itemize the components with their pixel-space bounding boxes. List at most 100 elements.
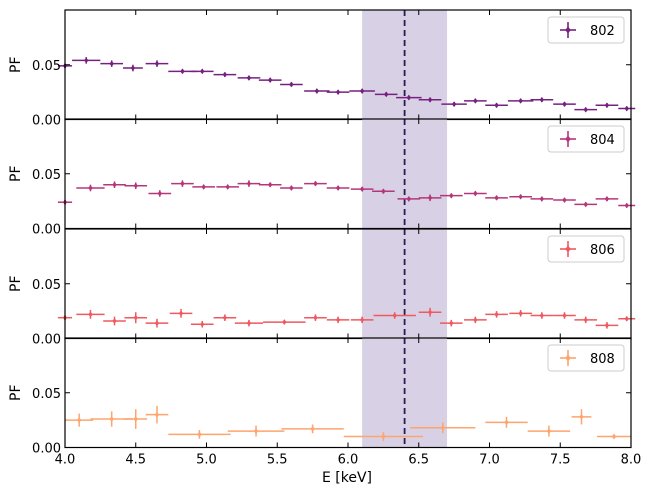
data-point: [553, 312, 576, 319]
point-marker: [583, 201, 588, 208]
point-marker: [583, 106, 588, 113]
point-marker: [518, 98, 523, 104]
data-point: [168, 429, 231, 439]
data-point: [439, 192, 463, 199]
point-marker: [518, 310, 523, 317]
legend-label: 802: [590, 24, 615, 39]
y-axis-label: PF: [8, 276, 24, 293]
point-marker: [109, 416, 114, 422]
data-point: [192, 184, 215, 190]
data-point: [397, 196, 421, 202]
point-marker: [583, 317, 588, 323]
data-point: [190, 68, 214, 75]
data-point: [124, 312, 148, 324]
legend: 808: [547, 344, 625, 372]
point-marker: [449, 192, 454, 199]
data-point: [595, 196, 619, 202]
data-point: [304, 88, 330, 94]
y-tick-label: 0.05: [32, 278, 61, 293]
data-point: [280, 81, 303, 88]
point-marker: [539, 196, 545, 202]
point-marker: [200, 321, 205, 328]
data-point: [396, 94, 422, 101]
point-marker: [427, 96, 433, 103]
data-point: [72, 57, 101, 64]
legend-box: [547, 16, 625, 44]
point-marker: [157, 190, 163, 197]
legend-label: 804: [590, 133, 615, 148]
point-marker: [267, 77, 273, 83]
data-point: [237, 180, 261, 187]
data-point: [213, 71, 237, 78]
data-point: [485, 102, 508, 109]
point-marker: [201, 184, 206, 190]
data-point: [145, 405, 169, 424]
data-point: [574, 316, 598, 324]
data-point: [169, 308, 193, 318]
point-marker: [604, 322, 610, 329]
data-point: [464, 190, 487, 197]
data-point: [530, 96, 554, 103]
y-axis-label: PF: [8, 166, 24, 183]
data-point: [326, 185, 350, 191]
point-marker: [154, 320, 160, 326]
point-marker: [383, 91, 389, 98]
point-marker: [449, 320, 454, 326]
data-point: [618, 105, 636, 112]
point-marker: [133, 314, 138, 321]
point-marker: [246, 75, 252, 81]
data-point: [263, 319, 306, 325]
x-tick-label: 6.5: [408, 453, 429, 468]
data-point: [464, 316, 487, 324]
point-marker: [494, 195, 499, 201]
point-marker: [381, 433, 386, 440]
data-point: [213, 314, 237, 321]
point-marker: [130, 65, 136, 71]
point-marker: [222, 314, 228, 321]
y-tick-label: 0.00: [32, 442, 61, 457]
point-marker: [427, 309, 433, 316]
point-marker: [133, 416, 138, 422]
data-point: [373, 312, 416, 319]
data-point: [124, 182, 148, 190]
data-point: [350, 316, 374, 324]
x-tick-label: 5.0: [196, 453, 217, 468]
point-marker: [562, 101, 567, 107]
legend-marker-point: [565, 26, 571, 34]
point-marker: [289, 81, 294, 88]
legend-marker-point: [565, 245, 571, 253]
data-point: [76, 184, 105, 192]
data-point: [124, 409, 148, 429]
legend-label: 806: [590, 243, 615, 258]
point-marker: [267, 181, 273, 188]
point-marker: [335, 89, 341, 95]
data-point: [65, 413, 94, 427]
data-point: [374, 91, 398, 98]
data-point: [441, 101, 467, 107]
point-marker: [154, 60, 160, 67]
point-marker: [392, 312, 397, 319]
legend: 802: [547, 16, 625, 44]
legend: 806: [547, 235, 625, 263]
data-point: [372, 188, 395, 195]
data-point: [553, 197, 576, 203]
data-point: [595, 322, 619, 329]
x-tick-label: 7.0: [479, 453, 500, 468]
data-point: [216, 184, 240, 190]
point-marker: [289, 185, 294, 191]
point-marker: [624, 105, 629, 112]
panel-frame: [64, 228, 632, 340]
data-point: [530, 312, 554, 319]
point-marker: [494, 102, 499, 109]
data-point: [595, 102, 619, 109]
data-point: [485, 311, 508, 318]
point-marker: [335, 185, 341, 191]
point-marker: [562, 197, 567, 203]
point-marker: [83, 57, 89, 64]
panel-802: 0.00 0.05 PF 802: [8, 9, 636, 129]
y-axis-label: PF: [8, 385, 24, 402]
data-point: [418, 96, 442, 103]
panel-frame: [64, 118, 632, 230]
point-marker: [180, 68, 185, 75]
point-marker: [546, 428, 552, 434]
